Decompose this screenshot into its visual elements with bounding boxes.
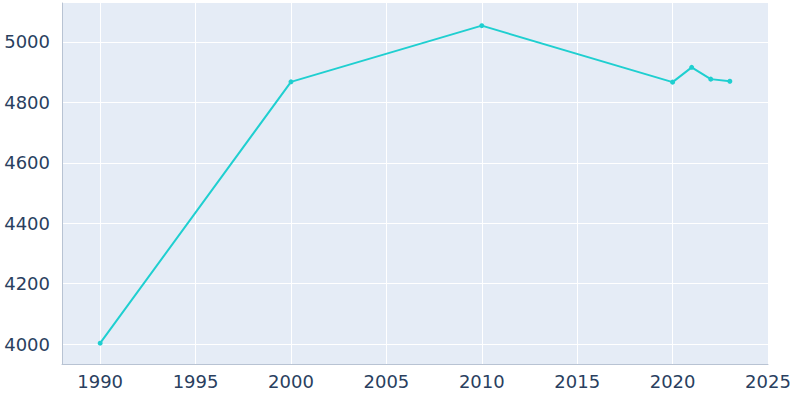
svg-text:2025: 2025 (745, 371, 791, 392)
svg-text:2005: 2005 (363, 371, 409, 392)
svg-text:4600: 4600 (4, 152, 50, 173)
svg-text:1990: 1990 (77, 371, 123, 392)
svg-text:2020: 2020 (650, 371, 696, 392)
svg-text:4800: 4800 (4, 92, 50, 113)
svg-text:1995: 1995 (173, 371, 219, 392)
svg-text:2000: 2000 (268, 371, 314, 392)
svg-text:5000: 5000 (4, 31, 50, 52)
svg-text:4400: 4400 (4, 213, 50, 234)
svg-text:4200: 4200 (4, 273, 50, 294)
svg-text:2015: 2015 (554, 371, 600, 392)
svg-text:4000: 4000 (4, 334, 50, 355)
svg-text:2010: 2010 (459, 371, 505, 392)
